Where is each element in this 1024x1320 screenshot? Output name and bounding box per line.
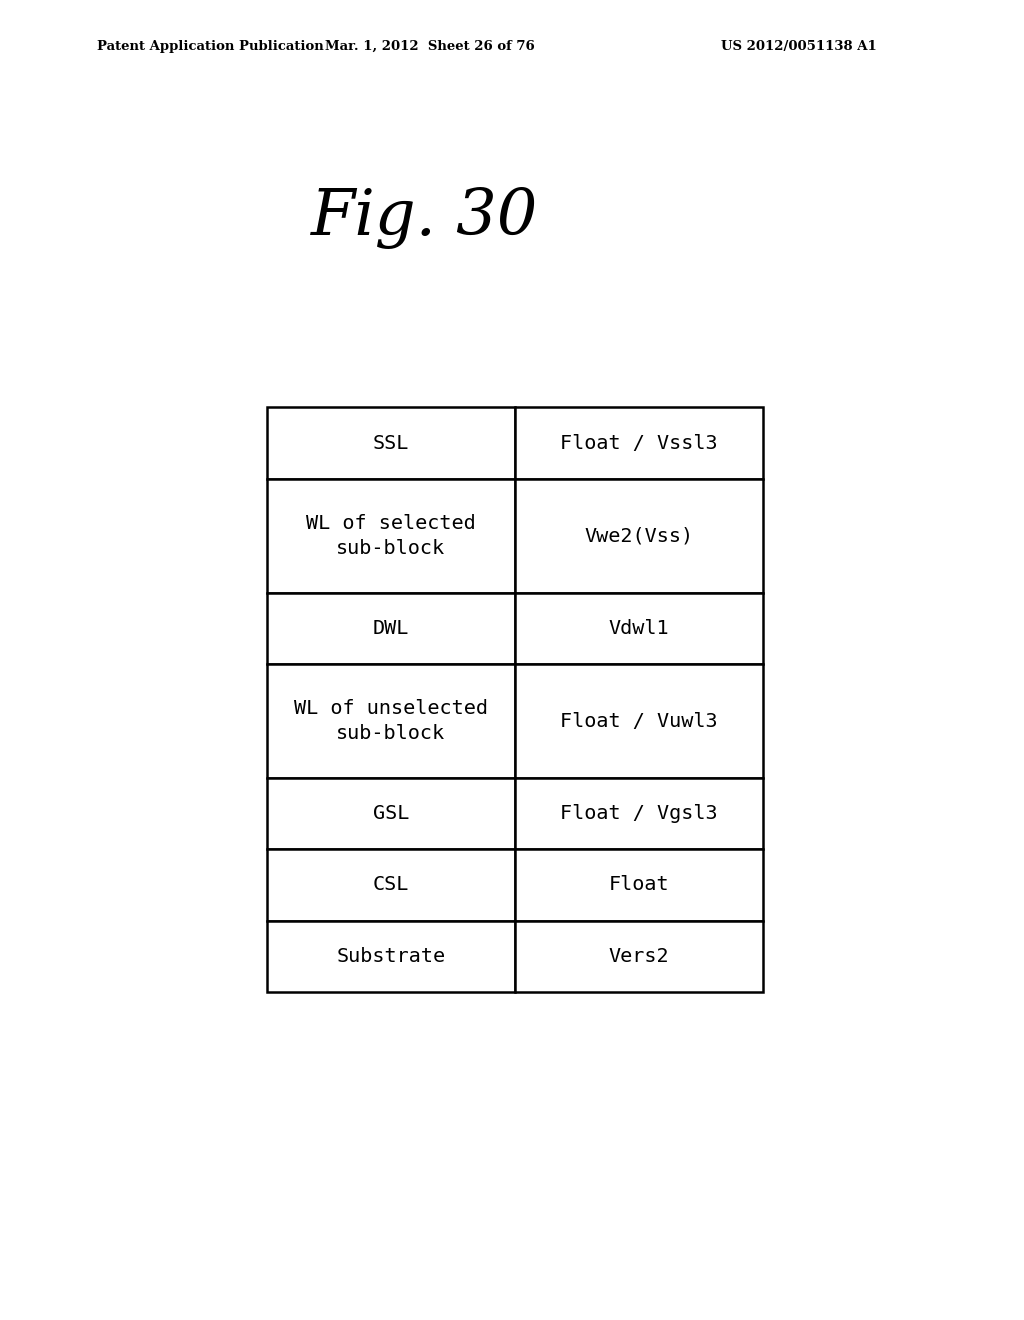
Bar bbox=[515, 664, 763, 777]
Text: Float / Vssl3: Float / Vssl3 bbox=[560, 433, 718, 453]
Bar bbox=[515, 849, 763, 920]
Bar bbox=[267, 593, 515, 664]
Text: Mar. 1, 2012  Sheet 26 of 76: Mar. 1, 2012 Sheet 26 of 76 bbox=[326, 40, 535, 53]
Text: CSL: CSL bbox=[373, 875, 409, 895]
Text: Substrate: Substrate bbox=[336, 946, 445, 966]
Bar bbox=[267, 408, 515, 479]
Text: Patent Application Publication: Patent Application Publication bbox=[97, 40, 324, 53]
Text: WL of unselected
sub-block: WL of unselected sub-block bbox=[294, 700, 487, 743]
Text: WL of selected
sub-block: WL of selected sub-block bbox=[306, 513, 476, 558]
Text: Vwe2(Vss): Vwe2(Vss) bbox=[585, 527, 693, 545]
Text: Fig. 30: Fig. 30 bbox=[311, 187, 539, 248]
Bar bbox=[267, 777, 515, 849]
Bar bbox=[515, 408, 763, 479]
Bar bbox=[267, 479, 515, 593]
Text: GSL: GSL bbox=[373, 804, 409, 824]
Bar bbox=[515, 777, 763, 849]
Text: Vdwl1: Vdwl1 bbox=[608, 619, 670, 638]
Bar bbox=[267, 849, 515, 920]
Bar bbox=[515, 479, 763, 593]
Text: US 2012/0051138 A1: US 2012/0051138 A1 bbox=[721, 40, 877, 53]
Text: DWL: DWL bbox=[373, 619, 409, 638]
Text: SSL: SSL bbox=[373, 433, 409, 453]
Bar bbox=[267, 920, 515, 991]
Text: Float: Float bbox=[608, 875, 670, 895]
Bar bbox=[515, 593, 763, 664]
Bar bbox=[515, 920, 763, 991]
Text: Float / Vgsl3: Float / Vgsl3 bbox=[560, 804, 718, 824]
Text: Vers2: Vers2 bbox=[608, 946, 670, 966]
Bar bbox=[267, 664, 515, 777]
Text: Float / Vuwl3: Float / Vuwl3 bbox=[560, 711, 718, 730]
